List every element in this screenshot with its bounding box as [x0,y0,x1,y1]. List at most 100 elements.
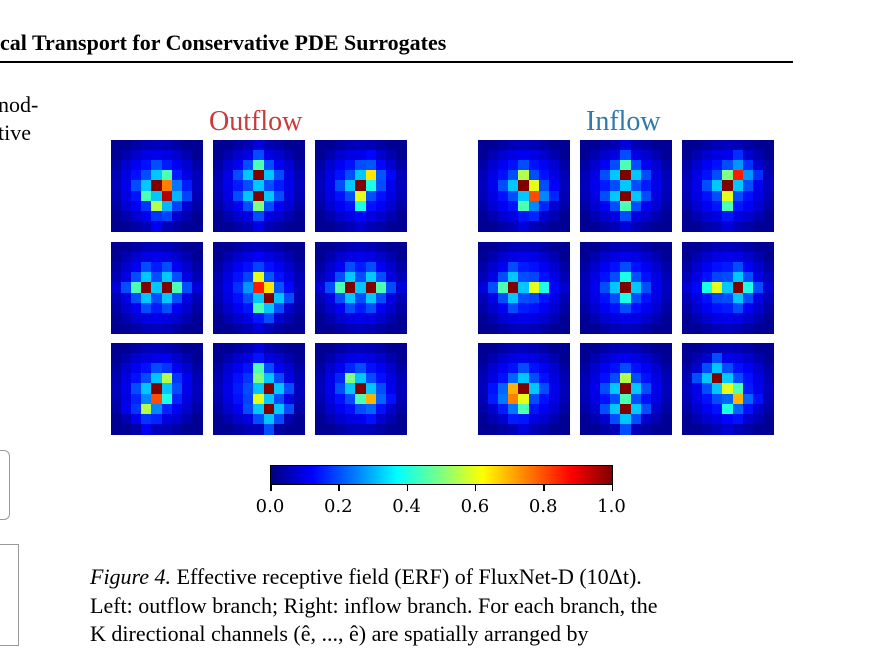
erf-cell [233,242,244,253]
erf-cell [131,150,142,161]
erf-cell [712,343,724,354]
erf-cell [498,403,509,415]
erf-cell [385,353,397,364]
erf-cell [600,170,611,182]
erf-cell [682,180,693,192]
erf-cell [191,312,203,324]
erf-cell [732,190,744,202]
erf-cell [600,140,611,151]
erf-cell [151,383,163,395]
erf-cell [243,363,255,374]
erf-cell [161,252,173,263]
erf-cell [538,423,550,435]
erf-cell [558,242,570,253]
erf-cell [518,200,530,212]
erf-cell [682,190,693,202]
erf-cell [355,190,367,202]
erf-cell [171,180,183,192]
erf-cell [682,252,693,263]
erf-cell [335,363,346,374]
erf-cell [682,242,693,253]
erf-cell [283,393,295,405]
erf-cell [580,302,591,314]
erf-cell [121,363,132,374]
erf-cell [498,252,509,263]
erf-cell [590,272,601,284]
erf-cell [161,353,173,364]
erf-cell [365,150,377,161]
erf-cell [385,170,397,182]
erf-cell [630,413,642,425]
erf-cell [590,190,601,202]
erf-cell [702,210,713,222]
erf-cell [395,383,407,395]
erf-cell [395,282,407,294]
erf-cell [335,272,346,284]
erf-cell [712,150,724,161]
erf-cell [171,403,183,415]
edge-button[interactable] [0,450,10,520]
erf-cell [273,282,285,294]
erf-cell [395,322,407,334]
erf-cell [395,180,407,192]
erf-cell [191,363,203,374]
erf-cell [161,170,173,182]
erf-cell [141,373,153,385]
erf-cell [213,322,224,334]
erf-cell [558,150,570,161]
erf-cell [355,302,367,314]
erf-cell [141,302,153,314]
erf-cell [508,393,520,405]
colorbar [270,465,613,485]
erf-cell [580,363,591,374]
erf-cell [273,242,285,253]
erf-cell [498,220,509,232]
erf-cell [702,190,713,202]
erf-cell [478,180,489,192]
erf-cell [171,353,183,364]
erf-cell [111,353,122,364]
erf-cell [752,393,764,405]
erf-cell [732,373,744,385]
erf-cell [660,242,672,253]
erf-cell [365,262,377,273]
left-column-line-1: nod- [0,92,39,117]
erf-cell [375,180,387,192]
erf-cell [488,242,499,253]
erf-cell [293,180,305,192]
erf-cell [528,282,540,294]
erf-cell [345,200,357,212]
erf-cell [712,363,724,374]
erf-cell [131,312,142,324]
erf-cell [223,150,234,161]
erf-cell [191,282,203,294]
erf-cell [365,200,377,212]
erf-cell [752,252,764,263]
outflow-panel-8 [213,343,305,435]
erf-cell [273,220,285,232]
erf-cell [610,312,622,324]
erf-cell [325,272,336,284]
erf-cell [538,302,550,314]
erf-cell [395,353,407,364]
erf-cell [538,210,550,222]
erf-cell [121,200,132,212]
erf-cell [610,200,622,212]
erf-cell [488,373,499,385]
erf-cell [263,363,275,374]
erf-cell [375,262,387,273]
erf-cell [253,220,265,232]
erf-cell [508,140,520,151]
erf-cell [273,393,285,405]
erf-cell [283,242,295,253]
erf-cell [660,220,672,232]
erf-cell [478,302,489,314]
erf-cell [548,353,560,364]
erf-cell [375,190,387,202]
erf-cell [345,140,357,151]
erf-cell [283,373,295,385]
erf-cell [385,150,397,161]
erf-cell [630,242,642,253]
erf-cell [345,150,357,161]
erf-cell [365,272,377,284]
